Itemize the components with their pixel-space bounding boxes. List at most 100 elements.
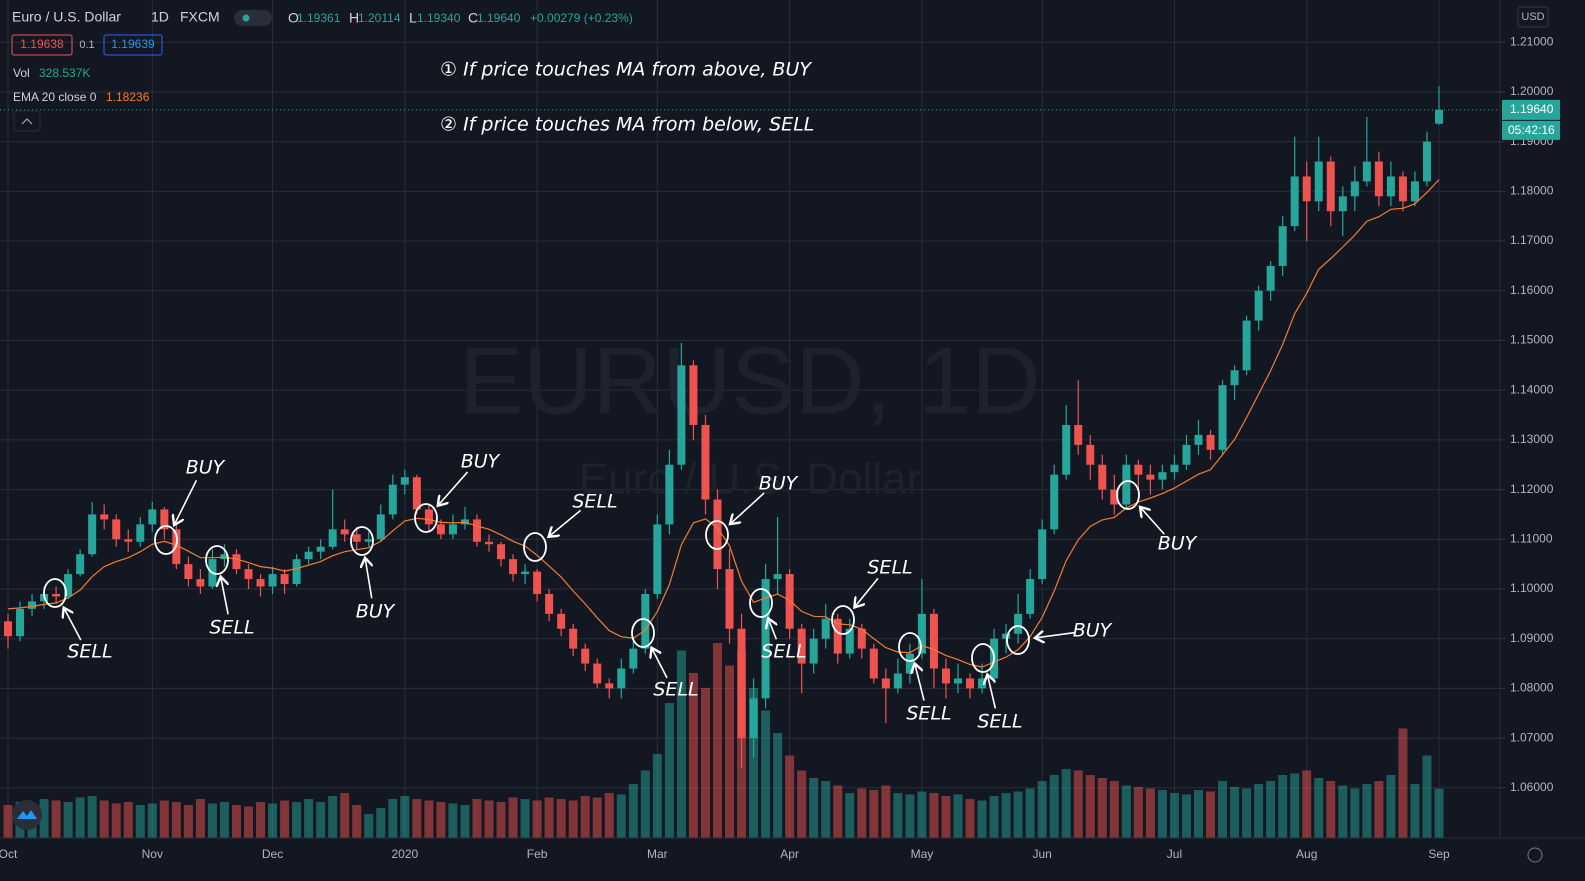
candle-body	[124, 539, 133, 542]
change: +0.00279 (+0.23%)	[530, 11, 633, 25]
candle-body	[1326, 161, 1335, 212]
candle-body	[509, 559, 518, 575]
candle-body	[917, 613, 926, 654]
volume-bar	[652, 754, 662, 838]
candle-body	[52, 593, 61, 597]
y-tick-label: 1.07000	[1510, 730, 1554, 744]
candle-body	[821, 618, 830, 639]
candle-body	[244, 569, 253, 580]
candle-body	[725, 569, 734, 629]
annotation-arrow	[438, 471, 469, 506]
annotation-arrow	[64, 608, 82, 641]
volume-bar	[388, 799, 398, 838]
candle-body	[581, 648, 590, 664]
collapse-button[interactable]	[13, 110, 41, 132]
volume-bar	[1037, 781, 1047, 838]
y-tick-label: 1.09000	[1510, 631, 1554, 645]
volume-bar	[857, 788, 867, 838]
candle-body	[1230, 370, 1239, 386]
volume-bar	[977, 800, 987, 838]
logo[interactable]	[12, 800, 42, 830]
candle-body	[1362, 161, 1371, 182]
candle-body	[857, 628, 866, 649]
buy-button[interactable]	[103, 34, 163, 56]
annotation: SELL	[906, 703, 951, 725]
volume-bar	[1121, 785, 1131, 838]
open-label: O	[288, 10, 299, 26]
candle-body	[953, 678, 962, 684]
volume-bar	[809, 778, 819, 838]
candle-body	[593, 663, 602, 684]
candle-body	[1398, 176, 1407, 202]
candle-body	[605, 683, 614, 689]
volume-bar	[917, 791, 927, 838]
candle-body	[797, 628, 806, 664]
candle-body	[316, 546, 325, 552]
annotation-arrow	[549, 509, 582, 536]
candle-body	[893, 673, 902, 689]
volume-bar	[532, 800, 542, 838]
candle-body	[1062, 424, 1071, 475]
ema-line	[7, 179, 1440, 668]
annotation: SELL	[572, 491, 617, 513]
candle-body	[545, 593, 554, 614]
y-tick-label: 1.12000	[1510, 482, 1554, 496]
candle-body	[485, 541, 494, 545]
volume-bar	[881, 785, 891, 838]
candle-body	[16, 608, 25, 637]
status-toggle[interactable]	[234, 10, 272, 26]
volume-bar	[1398, 728, 1408, 838]
annotation: BUY	[356, 601, 396, 623]
exchange: FXCM	[180, 9, 220, 25]
candle-body	[28, 601, 37, 609]
touch-circle	[154, 525, 178, 555]
volume-bar	[833, 785, 843, 838]
currency-box[interactable]	[1517, 6, 1549, 28]
volume-bar	[39, 799, 49, 838]
candle-body	[785, 574, 794, 629]
volume-bar	[965, 799, 975, 838]
candle-body	[533, 571, 542, 594]
volume-bar	[1254, 784, 1264, 838]
y-tick-label: 1.11000	[1510, 531, 1553, 545]
volume-bar	[195, 799, 205, 838]
collapse-icon	[21, 118, 33, 125]
candle-body	[1218, 385, 1227, 450]
volume-bar	[183, 805, 193, 838]
candle-body	[713, 499, 722, 570]
x-tick-label: Aug	[1296, 847, 1317, 861]
volume-bar	[256, 802, 266, 838]
candle-body	[328, 529, 337, 547]
sell-button[interactable]	[11, 34, 73, 56]
volume-bar	[664, 703, 674, 838]
candle-body	[160, 509, 169, 530]
volume-bar	[905, 794, 915, 838]
candle-body	[641, 593, 650, 649]
volume-bar	[436, 802, 446, 838]
volume-bar	[700, 688, 710, 838]
volume-bar	[1266, 781, 1276, 838]
candle-body	[196, 579, 205, 587]
annotation: SELL	[977, 711, 1022, 733]
touch-circle	[523, 532, 547, 562]
candle-body	[521, 571, 530, 575]
volume-bar	[640, 770, 650, 838]
candle-body	[112, 519, 121, 540]
y-tick-label: 1.20000	[1510, 84, 1554, 98]
candle-body	[100, 514, 109, 520]
candle-body	[665, 464, 674, 525]
candle-body	[280, 574, 289, 585]
volume-bar	[1410, 784, 1420, 838]
candle-body	[256, 579, 265, 587]
x-tick-label: Mar	[647, 847, 668, 861]
volume-bar	[1085, 775, 1095, 838]
candle-body	[1158, 472, 1167, 480]
touch-circle	[1006, 625, 1030, 655]
volume-bar	[1434, 788, 1444, 838]
volume-bar	[496, 802, 506, 838]
settings-icon[interactable]	[1527, 847, 1543, 863]
candle-body	[869, 648, 878, 679]
volume-bar	[1073, 770, 1083, 838]
x-tick-label: Dec	[262, 847, 283, 861]
spread: 0.1	[79, 39, 94, 51]
